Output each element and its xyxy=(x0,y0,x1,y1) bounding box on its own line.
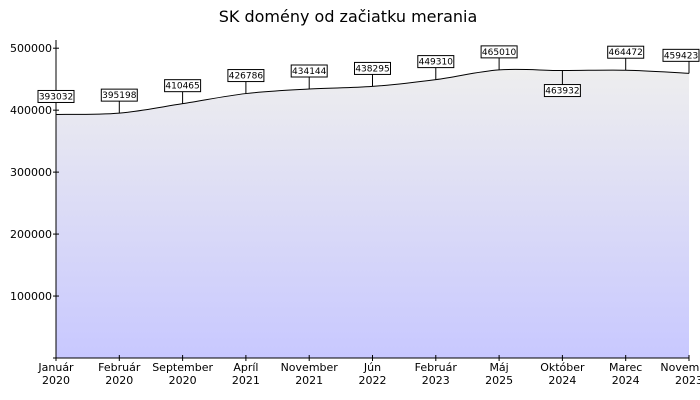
data-label: 393032 xyxy=(39,92,73,102)
x-tick-label: November 2021 xyxy=(281,361,339,387)
data-label-box xyxy=(417,55,455,69)
data-label: 463932 xyxy=(545,87,579,97)
x-tick-label-line: Apríl xyxy=(233,361,258,374)
data-label-box xyxy=(290,64,328,78)
data-label-box xyxy=(227,69,265,83)
data-label-box xyxy=(164,79,202,93)
x-tick-label-line: Marec xyxy=(609,361,642,374)
data-label-box xyxy=(480,45,518,59)
data-label-box xyxy=(354,61,391,75)
y-tick-label: 400000 xyxy=(10,104,52,117)
data-label-box xyxy=(662,48,700,62)
x-tick-label-line: Jún xyxy=(363,361,381,374)
x-tick-label-line: 2025 xyxy=(485,374,513,387)
data-label: 434144 xyxy=(292,67,327,77)
x-tick-label: Jún 2022 xyxy=(359,361,387,387)
x-tick-label: Apríl 2021 xyxy=(232,361,260,387)
data-label-box xyxy=(607,45,645,59)
data-label-box xyxy=(543,84,581,98)
x-tick-label-line: 2020 xyxy=(169,374,197,387)
x-tick-label-line: Február xyxy=(415,361,458,374)
y-tick-label: 500000 xyxy=(10,42,52,55)
data-label-box xyxy=(100,88,138,102)
x-tick-label: September 2020 xyxy=(152,361,213,387)
x-tick-label: November2023 xyxy=(660,361,700,387)
chart-title: SK domény od začiatku merania xyxy=(219,7,478,26)
x-tick-label-line: September xyxy=(152,361,213,374)
x-tick-label-line: 2023 xyxy=(422,374,450,387)
x-tick-label-line: Február xyxy=(98,361,141,374)
x-tick-label-line: 2021 xyxy=(295,374,323,387)
y-tick-label: 200000 xyxy=(10,228,52,241)
data-label: 449310 xyxy=(419,58,454,68)
x-tick-label: Október 2024 xyxy=(540,361,585,387)
x-tick-label-line: 2024 xyxy=(612,374,640,387)
x-tick-label-line: 2023 xyxy=(675,374,700,387)
data-label-box xyxy=(37,89,75,103)
x-tick-label-line: Január xyxy=(37,361,74,374)
data-label: 395198 xyxy=(102,91,137,101)
x-tick-label: Marec 2024 xyxy=(609,361,642,387)
series-line xyxy=(55,68,690,115)
x-tick-label: Február 2020 xyxy=(98,361,141,387)
area-fill xyxy=(56,69,689,358)
data-label: 459423 xyxy=(664,51,698,61)
y-tick-label: 300000 xyxy=(10,166,52,179)
x-tick-label-line: 2020 xyxy=(105,374,133,387)
x-tick-label-line: 2020 xyxy=(42,374,70,387)
x-tick-label-line: Máj xyxy=(489,361,508,374)
data-label: 410465 xyxy=(165,82,199,92)
data-label: 464472 xyxy=(609,48,643,58)
x-tick-label-line: November xyxy=(281,361,339,374)
x-tick-label-line: 2022 xyxy=(359,374,387,387)
y-tick-label: 100000 xyxy=(10,290,52,303)
x-tick-label-line: 2021 xyxy=(232,374,260,387)
x-tick-label-line: November xyxy=(660,361,700,374)
x-tick-label: Február 2023 xyxy=(415,361,458,387)
data-label: 426786 xyxy=(229,72,264,82)
data-label: 438295 xyxy=(355,64,389,74)
x-tick-label: Máj 2025 xyxy=(485,361,513,387)
x-tick-label-line: 2024 xyxy=(548,374,576,387)
x-tick-label-line: Október xyxy=(540,361,585,374)
data-label: 465010 xyxy=(482,48,517,58)
x-tick-label: Január 2020 xyxy=(37,361,74,387)
